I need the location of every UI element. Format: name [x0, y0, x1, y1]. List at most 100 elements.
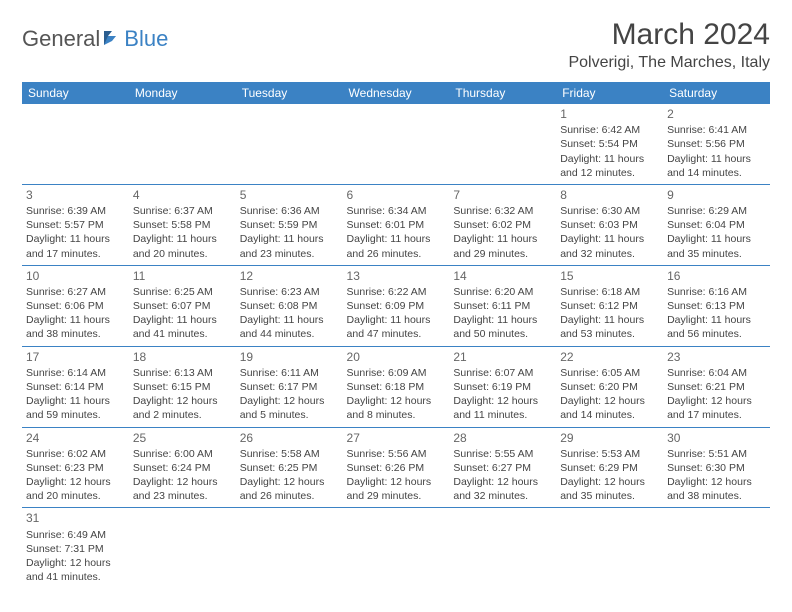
daylight-text: Daylight: 11 hours — [453, 232, 552, 246]
weekday-header: Thursday — [449, 82, 556, 104]
daylight-text: and 44 minutes. — [240, 327, 339, 341]
calendar-day-cell: 27Sunrise: 5:56 AMSunset: 6:26 PMDayligh… — [343, 427, 450, 508]
daylight-text: and 8 minutes. — [347, 408, 446, 422]
daylight-text: and 17 minutes. — [26, 247, 125, 261]
daylight-text: Daylight: 11 hours — [667, 232, 766, 246]
sunrise-text: Sunrise: 5:51 AM — [667, 447, 766, 461]
location-subtitle: Polverigi, The Marches, Italy — [568, 54, 770, 72]
calendar-day-cell: 7Sunrise: 6:32 AMSunset: 6:02 PMDaylight… — [449, 184, 556, 265]
weekday-header: Tuesday — [236, 82, 343, 104]
sunset-text: Sunset: 6:20 PM — [560, 380, 659, 394]
sunrise-text: Sunrise: 6:13 AM — [133, 366, 232, 380]
calendar-week-row: 17Sunrise: 6:14 AMSunset: 6:14 PMDayligh… — [22, 346, 770, 427]
day-number: 11 — [133, 268, 232, 284]
daylight-text: and 50 minutes. — [453, 327, 552, 341]
day-number: 8 — [560, 187, 659, 203]
day-number: 30 — [667, 430, 766, 446]
daylight-text: Daylight: 11 hours — [347, 313, 446, 327]
sunset-text: Sunset: 6:27 PM — [453, 461, 552, 475]
sunrise-text: Sunrise: 6:37 AM — [133, 204, 232, 218]
day-number: 18 — [133, 349, 232, 365]
day-number: 7 — [453, 187, 552, 203]
calendar-week-row: 24Sunrise: 6:02 AMSunset: 6:23 PMDayligh… — [22, 427, 770, 508]
daylight-text: Daylight: 12 hours — [453, 475, 552, 489]
sunset-text: Sunset: 6:01 PM — [347, 218, 446, 232]
sunset-text: Sunset: 6:09 PM — [347, 299, 446, 313]
day-number: 2 — [667, 106, 766, 122]
calendar-empty-cell — [129, 508, 236, 588]
calendar-day-cell: 30Sunrise: 5:51 AMSunset: 6:30 PMDayligh… — [663, 427, 770, 508]
calendar-day-cell: 15Sunrise: 6:18 AMSunset: 6:12 PMDayligh… — [556, 265, 663, 346]
calendar-day-cell: 31Sunrise: 6:49 AMSunset: 7:31 PMDayligh… — [22, 508, 129, 588]
daylight-text: Daylight: 11 hours — [240, 232, 339, 246]
sunset-text: Sunset: 6:03 PM — [560, 218, 659, 232]
daylight-text: Daylight: 11 hours — [133, 232, 232, 246]
daylight-text: Daylight: 12 hours — [240, 394, 339, 408]
daylight-text: and 56 minutes. — [667, 327, 766, 341]
daylight-text: and 29 minutes. — [347, 489, 446, 503]
sunrise-text: Sunrise: 6:41 AM — [667, 123, 766, 137]
logo: General Blue — [22, 26, 168, 52]
sunrise-text: Sunrise: 6:27 AM — [26, 285, 125, 299]
daylight-text: and 35 minutes. — [560, 489, 659, 503]
calendar-week-row: 31Sunrise: 6:49 AMSunset: 7:31 PMDayligh… — [22, 508, 770, 588]
day-number: 9 — [667, 187, 766, 203]
daylight-text: and 41 minutes. — [26, 570, 125, 584]
sunrise-text: Sunrise: 6:07 AM — [453, 366, 552, 380]
daylight-text: Daylight: 11 hours — [560, 232, 659, 246]
sunrise-text: Sunrise: 6:49 AM — [26, 528, 125, 542]
sunset-text: Sunset: 6:08 PM — [240, 299, 339, 313]
daylight-text: and 47 minutes. — [347, 327, 446, 341]
daylight-text: Daylight: 12 hours — [133, 394, 232, 408]
daylight-text: and 53 minutes. — [560, 327, 659, 341]
calendar-day-cell: 25Sunrise: 6:00 AMSunset: 6:24 PMDayligh… — [129, 427, 236, 508]
calendar-day-cell: 6Sunrise: 6:34 AMSunset: 6:01 PMDaylight… — [343, 184, 450, 265]
day-number: 13 — [347, 268, 446, 284]
sunset-text: Sunset: 6:25 PM — [240, 461, 339, 475]
calendar-day-cell: 28Sunrise: 5:55 AMSunset: 6:27 PMDayligh… — [449, 427, 556, 508]
daylight-text: Daylight: 12 hours — [133, 475, 232, 489]
calendar-day-cell: 19Sunrise: 6:11 AMSunset: 6:17 PMDayligh… — [236, 346, 343, 427]
sunrise-text: Sunrise: 6:34 AM — [347, 204, 446, 218]
calendar-day-cell: 2Sunrise: 6:41 AMSunset: 5:56 PMDaylight… — [663, 104, 770, 184]
sunset-text: Sunset: 6:02 PM — [453, 218, 552, 232]
sunset-text: Sunset: 6:11 PM — [453, 299, 552, 313]
calendar-day-cell: 12Sunrise: 6:23 AMSunset: 6:08 PMDayligh… — [236, 265, 343, 346]
daylight-text: Daylight: 11 hours — [667, 152, 766, 166]
calendar-empty-cell — [556, 508, 663, 588]
day-number: 6 — [347, 187, 446, 203]
calendar-empty-cell — [449, 104, 556, 184]
calendar-empty-cell — [236, 104, 343, 184]
daylight-text: Daylight: 12 hours — [667, 475, 766, 489]
daylight-text: Daylight: 11 hours — [560, 313, 659, 327]
sunrise-text: Sunrise: 6:04 AM — [667, 366, 766, 380]
calendar-empty-cell — [22, 104, 129, 184]
sunrise-text: Sunrise: 5:56 AM — [347, 447, 446, 461]
sunset-text: Sunset: 6:13 PM — [667, 299, 766, 313]
day-number: 4 — [133, 187, 232, 203]
sunrise-text: Sunrise: 6:16 AM — [667, 285, 766, 299]
sunrise-text: Sunrise: 6:18 AM — [560, 285, 659, 299]
day-number: 23 — [667, 349, 766, 365]
weekday-header: Monday — [129, 82, 236, 104]
sunrise-text: Sunrise: 6:20 AM — [453, 285, 552, 299]
calendar-day-cell: 21Sunrise: 6:07 AMSunset: 6:19 PMDayligh… — [449, 346, 556, 427]
calendar-empty-cell — [343, 104, 450, 184]
sunset-text: Sunset: 6:23 PM — [26, 461, 125, 475]
calendar-week-row: 10Sunrise: 6:27 AMSunset: 6:06 PMDayligh… — [22, 265, 770, 346]
daylight-text: and 38 minutes. — [667, 489, 766, 503]
day-number: 31 — [26, 510, 125, 526]
sunrise-text: Sunrise: 6:42 AM — [560, 123, 659, 137]
daylight-text: Daylight: 12 hours — [667, 394, 766, 408]
calendar-empty-cell — [449, 508, 556, 588]
sunset-text: Sunset: 5:57 PM — [26, 218, 125, 232]
day-number: 26 — [240, 430, 339, 446]
weekday-header: Saturday — [663, 82, 770, 104]
day-number: 17 — [26, 349, 125, 365]
sunrise-text: Sunrise: 6:02 AM — [26, 447, 125, 461]
daylight-text: Daylight: 12 hours — [560, 394, 659, 408]
flag-icon — [102, 29, 122, 49]
daylight-text: Daylight: 11 hours — [240, 313, 339, 327]
calendar-week-row: 1Sunrise: 6:42 AMSunset: 5:54 PMDaylight… — [22, 104, 770, 184]
day-number: 20 — [347, 349, 446, 365]
